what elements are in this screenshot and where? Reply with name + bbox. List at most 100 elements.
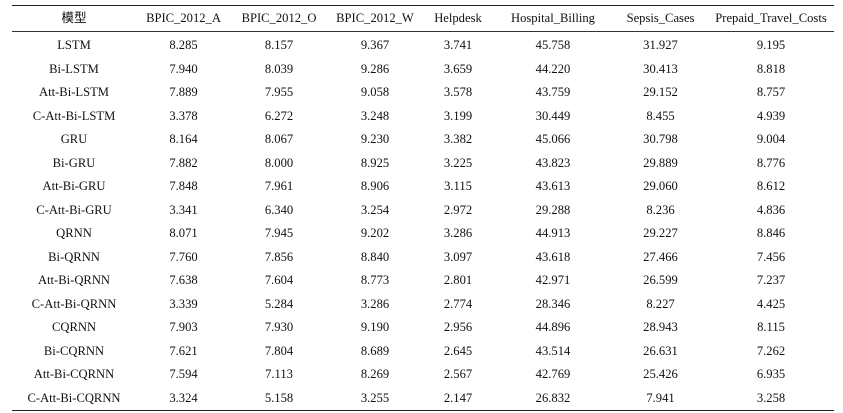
value-cell: 8.689 xyxy=(360,343,390,358)
value-cell: 3.378 xyxy=(169,108,198,123)
value-cell: 7.638 xyxy=(169,273,198,288)
value-cell: 2.801 xyxy=(443,273,473,288)
value-cell: 2.774 xyxy=(443,296,473,311)
value-cell: 43.618 xyxy=(535,249,571,264)
column-header: BPIC_2012_W xyxy=(336,11,414,26)
value-cell: 8.773 xyxy=(360,273,390,288)
value-cell: 7.262 xyxy=(756,343,786,358)
value-cell: 30.449 xyxy=(535,108,571,123)
value-cell: 4.836 xyxy=(756,202,786,217)
model-name-cell: LSTM xyxy=(57,38,91,53)
model-name-cell: C-Att-Bi-QRNN xyxy=(31,296,117,311)
value-cell: 8.000 xyxy=(264,155,294,170)
value-cell: 7.604 xyxy=(264,273,294,288)
value-cell: 8.840 xyxy=(360,249,390,264)
value-cell: 8.757 xyxy=(756,85,786,100)
value-cell: 29.060 xyxy=(643,179,678,194)
value-cell: 3.254 xyxy=(360,202,390,217)
table-row: Att-Bi-LSTM 7.889 7.955 9.058 3.578 43.759 29.… xyxy=(12,81,834,105)
value-cell: 7.882 xyxy=(169,155,198,170)
column-header: Sepsis_Cases xyxy=(626,11,695,26)
value-cell: 7.621 xyxy=(169,343,198,358)
header-row: 模型 BPIC_2012_A BPIC_2012_O BPIC_2012_W Helpd… xyxy=(12,5,834,32)
value-cell: 43.759 xyxy=(535,85,571,100)
model-name-cell: CQRNN xyxy=(51,320,97,335)
value-cell: 8.236 xyxy=(646,202,675,217)
value-cell: 29.152 xyxy=(643,85,678,100)
model-name-cell: Bi-GRU xyxy=(52,155,96,170)
table-row: C-Att-Bi-QRNN 3.339 5.284 3.286 2.774 28.346 8… xyxy=(12,293,834,317)
value-cell: 26.631 xyxy=(643,343,678,358)
value-cell: 7.237 xyxy=(756,273,786,288)
value-cell: 30.413 xyxy=(643,61,678,76)
value-cell: 31.927 xyxy=(643,38,678,53)
value-cell: 3.225 xyxy=(443,155,473,170)
value-cell: 43.613 xyxy=(535,179,571,194)
value-cell: 9.058 xyxy=(360,85,390,100)
value-cell: 44.896 xyxy=(535,320,571,335)
value-cell: 29.889 xyxy=(643,155,678,170)
value-cell: 7.941 xyxy=(646,390,675,405)
value-cell: 7.930 xyxy=(264,320,294,335)
value-cell: 3.341 xyxy=(169,202,198,217)
value-cell: 3.248 xyxy=(360,108,390,123)
model-name-cell: Att-Bi-GRU xyxy=(42,179,106,194)
model-name-cell: Bi-QRNN xyxy=(48,249,100,264)
model-name-cell: Bi-LSTM xyxy=(49,61,99,76)
model-name-cell: QRNN xyxy=(56,226,92,241)
value-cell: 7.760 xyxy=(169,249,198,264)
value-cell: 9.004 xyxy=(756,132,786,147)
value-cell: 30.798 xyxy=(643,132,678,147)
model-name-cell: Bi-CQRNN xyxy=(43,343,105,358)
value-cell: 2.972 xyxy=(443,202,473,217)
value-cell: 29.288 xyxy=(535,202,571,217)
value-cell: 8.285 xyxy=(169,38,198,53)
value-cell: 7.889 xyxy=(169,85,198,100)
value-cell: 26.832 xyxy=(535,390,571,405)
column-header-model: 模型 xyxy=(61,11,87,26)
value-cell: 8.227 xyxy=(646,296,675,311)
table-row: Att-Bi-QRNN 7.638 7.604 8.773 2.801 42.971 26.… xyxy=(12,269,834,293)
table-row: GRU 8.164 8.067 9.230 3.382 45.066 30.798 9.004 xyxy=(12,128,834,152)
value-cell: 7.594 xyxy=(169,367,198,382)
value-cell: 3.578 xyxy=(443,85,473,100)
value-cell: 7.848 xyxy=(169,179,198,194)
value-cell: 6.340 xyxy=(264,202,294,217)
value-cell: 43.823 xyxy=(535,155,571,170)
value-cell: 3.115 xyxy=(444,179,472,194)
table-row: LSTM 8.285 8.157 9.367 3.741 45.758 31.927 9.19… xyxy=(12,32,834,58)
value-cell: 9.190 xyxy=(360,320,390,335)
value-cell: 9.195 xyxy=(756,38,786,53)
column-header: Hospital_Billing xyxy=(511,11,595,26)
value-cell: 44.913 xyxy=(535,226,571,241)
table-row: Bi-CQRNN 7.621 7.804 8.689 2.645 43.514 26.631… xyxy=(12,340,834,364)
table-row: C-Att-Bi-LSTM 3.378 6.272 3.248 3.199 30.449 8… xyxy=(12,105,834,129)
model-name-cell: Att-Bi-CQRNN xyxy=(33,367,115,382)
value-cell: 9.202 xyxy=(360,226,390,241)
value-cell: 27.466 xyxy=(643,249,678,264)
model-name-cell: GRU xyxy=(60,132,88,147)
model-name-cell: C-Att-Bi-LSTM xyxy=(32,108,116,123)
value-cell: 8.115 xyxy=(757,320,785,335)
value-cell: 3.258 xyxy=(756,390,786,405)
value-cell: 2.567 xyxy=(443,367,473,382)
value-cell: 8.776 xyxy=(756,155,786,170)
value-cell: 2.956 xyxy=(443,320,473,335)
value-cell: 3.255 xyxy=(360,390,390,405)
value-cell: 8.269 xyxy=(360,367,390,382)
value-cell: 8.071 xyxy=(169,226,198,241)
value-cell: 8.925 xyxy=(360,155,390,170)
value-cell: 7.945 xyxy=(264,226,294,241)
value-cell: 8.164 xyxy=(169,132,198,147)
value-cell: 6.272 xyxy=(264,108,294,123)
model-name-cell: Att-Bi-QRNN xyxy=(37,273,111,288)
value-cell: 9.367 xyxy=(360,38,390,53)
value-cell: 3.741 xyxy=(443,38,473,53)
model-name-cell: Att-Bi-LSTM xyxy=(39,85,109,100)
value-cell: 7.903 xyxy=(169,320,198,335)
table-row: Att-Bi-GRU 7.848 7.961 8.906 3.115 43.613 29.0… xyxy=(12,175,834,199)
value-cell: 28.346 xyxy=(535,296,571,311)
value-cell: 45.758 xyxy=(535,38,571,53)
value-cell: 3.199 xyxy=(443,108,473,123)
table-row: Att-Bi-CQRNN 7.594 7.113 8.269 2.567 42.769 25… xyxy=(12,363,834,387)
